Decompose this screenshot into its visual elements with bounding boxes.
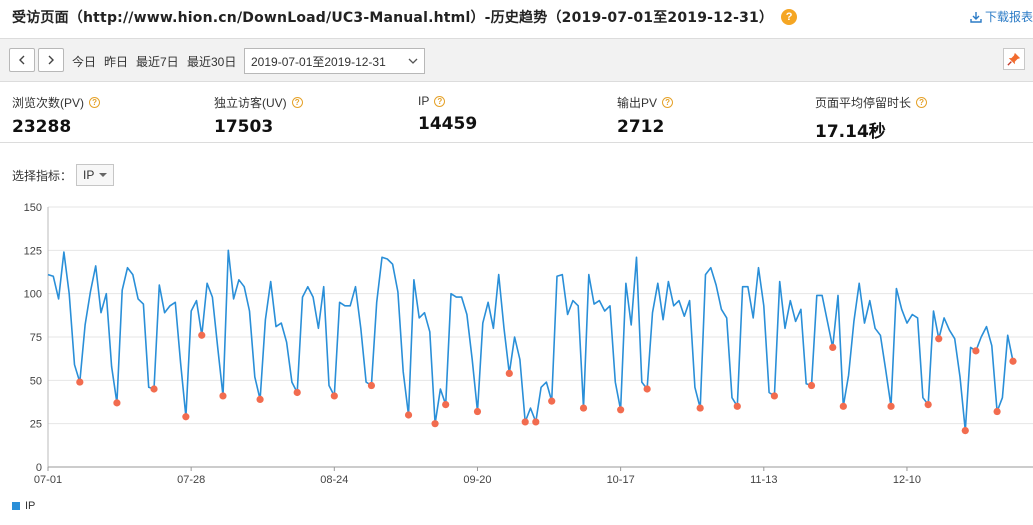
y-tick-label: 0 (36, 462, 42, 474)
ip-series-line (47, 249, 1014, 432)
x-tick-label: 10-17 (607, 474, 635, 486)
y-tick-label: 75 (30, 332, 42, 344)
summary-stats: 浏览次数(PV)? 23288 独立访客(UV)? 17503 IP? 1445… (0, 88, 1033, 143)
ip-data-point (76, 378, 84, 386)
legend-label-ip: IP (25, 500, 36, 512)
caret-down-icon (99, 173, 108, 177)
stat-uv-value: 17503 (214, 117, 274, 137)
page-title: 受访页面（http://www.hion.cn/DownLoad/UC3-Man… (12, 10, 774, 26)
ip-data-point (961, 427, 969, 435)
ip-data-point (839, 402, 847, 410)
y-tick-label: 25 (30, 419, 42, 431)
quick-range-yesterday[interactable]: 昨日 (104, 55, 129, 69)
ip-data-point (330, 392, 338, 400)
trend-chart: 0 25 50 75 100 125 150 07-01 07-28 08-24 09-20 10-1… (24, 202, 1033, 486)
ip-data-point (770, 392, 779, 400)
ip-data-point (198, 331, 206, 339)
ip-data-point (993, 407, 1001, 416)
ip-data-point (150, 385, 158, 393)
ip-data-point (431, 420, 439, 428)
metric-select-value: IP (83, 168, 95, 182)
ip-data-point (473, 407, 482, 416)
metric-select[interactable]: IP (76, 164, 115, 186)
chevron-left-icon (19, 55, 25, 65)
chevron-right-icon (48, 55, 54, 65)
stat-exit-pv-label: 输出PV (617, 96, 658, 110)
quick-range-7days[interactable]: 最近7日 (136, 55, 179, 69)
ip-data-point (404, 411, 413, 419)
date-toolbar: 今日 昨日 最近7日 最近30日 2019-07-01至2019-12-31 (0, 38, 1033, 82)
x-tick-label: 07-01 (34, 474, 62, 486)
ip-data-point (887, 402, 895, 410)
help-icon[interactable]: ? (89, 97, 101, 108)
help-icon[interactable]: ? (916, 97, 928, 108)
stat-avg-duration-value: 17.14秒 (815, 122, 886, 142)
ip-data-point (367, 381, 376, 390)
pin-icon (1007, 52, 1021, 66)
stat-ip-value: 14459 (418, 114, 478, 134)
pin-button[interactable] (1003, 48, 1025, 70)
ip-data-point (219, 392, 227, 400)
stat-pv-label: 浏览次数(PV) (12, 96, 85, 110)
date-range-value: 2019-07-01至2019-12-31 (251, 54, 386, 69)
ip-data-point (521, 418, 529, 426)
stat-avg-duration-label: 页面平均停留时长 (815, 96, 912, 110)
y-tick-label: 125 (24, 245, 42, 257)
ip-data-point (548, 397, 556, 405)
quick-range-30days[interactable]: 最近30日 (187, 55, 237, 69)
stat-ip: IP? 14459 (418, 94, 477, 134)
stat-exit-pv: 输出PV? 2712 (617, 94, 674, 137)
page-header: 受访页面（http://www.hion.cn/DownLoad/UC3-Man… (0, 0, 1033, 34)
ip-data-point (617, 406, 625, 414)
x-tick-label: 07-28 (177, 474, 205, 486)
chevron-down-icon (408, 58, 418, 64)
stat-ip-label: IP (418, 94, 430, 108)
help-icon[interactable]: ? (662, 97, 674, 108)
ip-data-point (935, 335, 943, 343)
stat-pv: 浏览次数(PV)? 23288 (12, 94, 101, 137)
ip-data-point (505, 369, 513, 377)
legend-swatch-ip (12, 502, 20, 510)
stat-avg-duration: 页面平均停留时长? 17.14秒 (815, 94, 928, 142)
stat-pv-value: 23288 (12, 117, 72, 137)
help-icon[interactable]: ? (434, 95, 446, 107)
ip-data-point (972, 347, 980, 355)
quick-range-today[interactable]: 今日 (72, 55, 97, 69)
help-icon[interactable]: ? (781, 9, 798, 25)
x-tick-label: 11-13 (750, 474, 777, 486)
ip-data-point (924, 401, 932, 409)
ip-data-point (579, 404, 588, 412)
ip-data-point (113, 399, 121, 407)
y-tick-label: 150 (24, 202, 42, 214)
chart-legend[interactable]: IP (12, 500, 35, 512)
ip-data-point (696, 404, 704, 412)
y-tick-label: 100 (24, 289, 42, 301)
ip-data-point (1009, 357, 1017, 365)
ip-data-point (733, 402, 741, 410)
metric-selector-label: 选择指标： (12, 168, 73, 183)
metric-selector-row: 选择指标： IP (12, 164, 115, 186)
previous-period-button[interactable] (9, 48, 35, 72)
ip-data-point (256, 395, 264, 403)
ip-data-point (293, 388, 301, 397)
next-period-button[interactable] (38, 48, 64, 72)
x-tick-label: 09-20 (463, 474, 491, 486)
ip-data-point (532, 418, 540, 426)
stat-uv-label: 独立访客(UV) (214, 96, 287, 110)
ip-data-point (829, 343, 837, 351)
x-tick-label: 08-24 (320, 474, 348, 486)
download-icon (970, 11, 982, 23)
ip-data-point (807, 381, 816, 390)
ip-data-point (442, 401, 450, 409)
download-report-link[interactable]: 下载报表 (970, 8, 1033, 25)
help-icon[interactable]: ? (291, 97, 303, 108)
ip-data-point (182, 413, 190, 421)
download-report-label: 下载报表 (984, 10, 1033, 24)
stat-exit-pv-value: 2712 (617, 117, 665, 137)
stat-uv: 独立访客(UV)? 17503 (214, 94, 303, 137)
date-range-picker[interactable]: 2019-07-01至2019-12-31 (244, 48, 425, 74)
x-tick-label: 12-10 (893, 474, 921, 486)
ip-data-point (643, 385, 651, 393)
y-tick-label: 50 (30, 375, 42, 387)
